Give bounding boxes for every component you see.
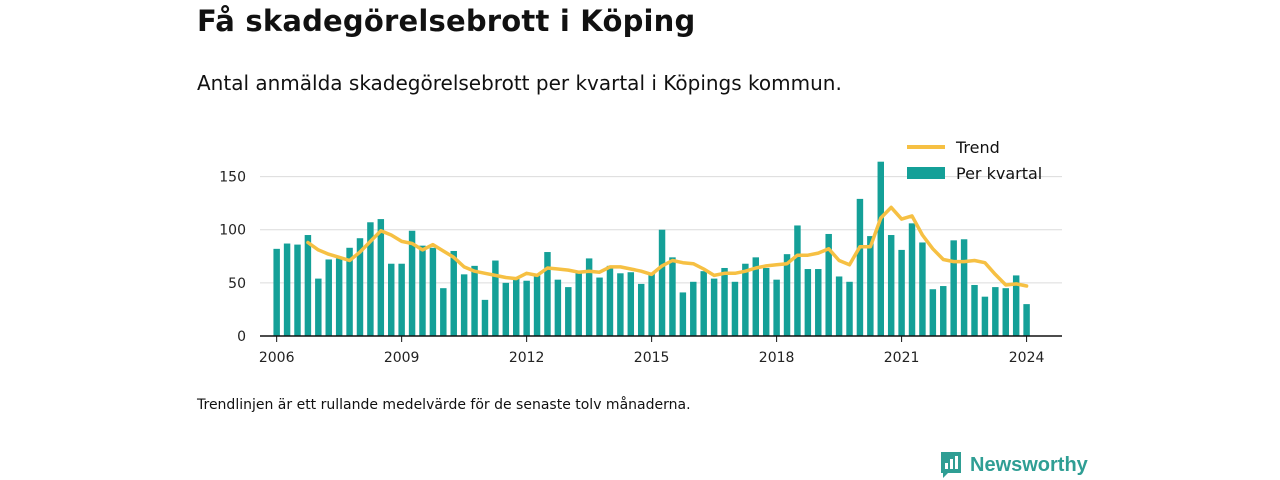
chart-area: 2006 2009 2012 2015 2018 2021 2024 0 50 100 150 T… [219, 138, 1062, 366]
bar [992, 287, 999, 336]
bar [315, 278, 322, 336]
bar [773, 279, 780, 336]
bar [606, 265, 614, 336]
x-tick-label: 2006 [259, 350, 295, 366]
bar [887, 235, 895, 336]
chart-subtitle: Antal anmälda skadegörelsebrott per kvar… [197, 71, 842, 95]
bar [617, 273, 624, 336]
bar [273, 248, 280, 336]
bar [742, 263, 749, 336]
bar [283, 243, 291, 336]
bar [596, 277, 603, 336]
bar [1023, 304, 1030, 336]
bar [960, 239, 968, 336]
chart-title: Få skadegörelsebrott i Köping [197, 4, 696, 38]
bar [919, 242, 926, 336]
bar [429, 247, 437, 336]
bar [950, 240, 957, 336]
y-tick-label: 150 [219, 170, 246, 186]
x-tick-label: 2024 [1009, 350, 1045, 366]
bar [981, 296, 989, 336]
bar [846, 281, 853, 336]
bar [752, 257, 760, 336]
bar [460, 274, 468, 336]
bar [419, 245, 426, 336]
bar [346, 247, 353, 336]
bar [908, 223, 916, 336]
bar [304, 235, 312, 336]
bar [294, 244, 301, 336]
trend-line [306, 205, 1029, 288]
bar [710, 278, 718, 336]
bar [544, 252, 551, 336]
bar [825, 233, 832, 336]
bar [1002, 288, 1009, 336]
bar [794, 225, 801, 336]
bar [669, 257, 676, 336]
bar [867, 236, 874, 336]
bar [804, 269, 812, 336]
bar [450, 250, 457, 336]
bar [856, 198, 864, 336]
bar [575, 272, 582, 336]
bar [408, 230, 416, 336]
x-tick-label: 2018 [759, 350, 795, 366]
bar-series [273, 161, 1030, 336]
bar [690, 281, 697, 336]
bar [940, 286, 947, 336]
bar [731, 281, 739, 336]
bar [815, 269, 822, 336]
bar [367, 222, 374, 336]
legend-bar-label: Per kvartal [956, 164, 1042, 183]
legend: Trend Per kvartal [907, 138, 1042, 183]
y-axis-ticks: 0 50 100 150 [219, 170, 246, 345]
bar [565, 287, 572, 336]
bar [388, 263, 395, 336]
bar [971, 284, 978, 336]
x-tick-label: 2021 [884, 350, 920, 366]
y-tick-label: 0 [237, 329, 246, 345]
bar [398, 263, 405, 336]
bar [325, 259, 332, 336]
bar [637, 283, 645, 336]
brand-logo[interactable]: Newsworthy [939, 450, 1088, 480]
newsworthy-logo-icon [941, 452, 961, 478]
bar [492, 260, 499, 336]
bar [762, 267, 770, 336]
y-tick-label: 100 [219, 223, 246, 239]
bar [471, 265, 478, 336]
x-axis-ticks: 2006 2009 2012 2015 2018 2021 2024 [259, 336, 1045, 366]
bar [877, 161, 884, 336]
brand-name: Newsworthy [970, 453, 1088, 476]
y-tick-label: 50 [228, 276, 246, 292]
bar [440, 288, 447, 336]
x-tick-label: 2012 [509, 350, 545, 366]
bar [1012, 275, 1020, 336]
bar [898, 249, 905, 336]
bar [700, 271, 707, 336]
bar [783, 254, 791, 336]
legend-bar-swatch [907, 167, 945, 179]
footnote: Trendlinjen är ett rullande medelvärde f… [197, 397, 691, 413]
bar [481, 299, 489, 336]
bar [658, 229, 666, 336]
x-tick-label: 2015 [634, 350, 670, 366]
bar [648, 273, 655, 336]
bar [835, 276, 843, 336]
bar [585, 258, 593, 336]
x-tick-label: 2009 [384, 350, 420, 366]
bar [533, 275, 541, 336]
bar [356, 238, 364, 336]
bar [377, 219, 385, 336]
bar [627, 272, 635, 336]
legend-trend-label: Trend [955, 138, 1000, 157]
bar [502, 282, 510, 336]
bar [929, 289, 937, 336]
bar [721, 267, 728, 336]
bar [335, 258, 343, 336]
bar [679, 292, 687, 336]
bar [512, 277, 520, 336]
bar [523, 280, 530, 336]
bar [554, 279, 562, 336]
